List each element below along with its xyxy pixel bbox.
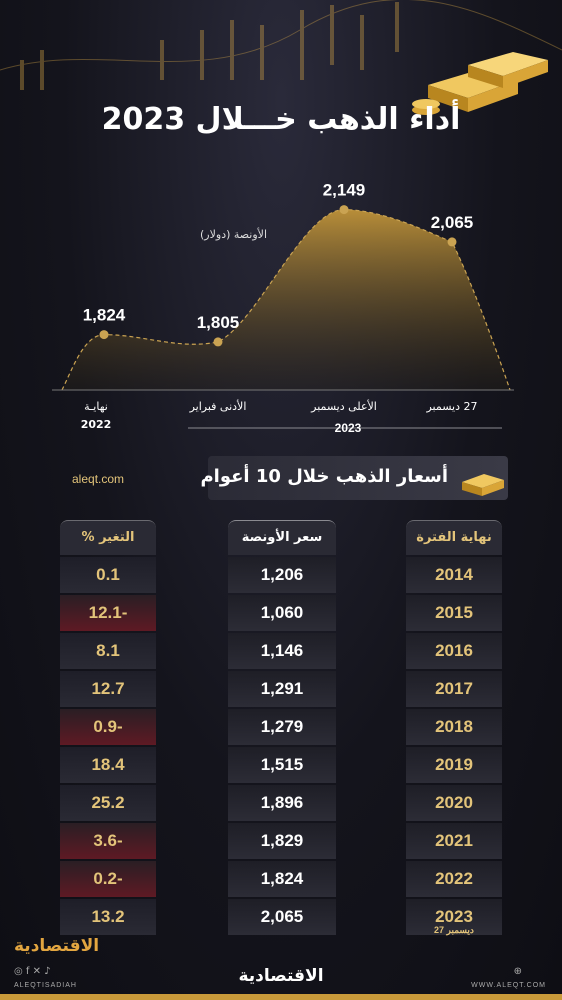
price-cell: 1,291 <box>228 671 336 707</box>
group-label: 2023 <box>335 421 362 435</box>
year-cell: 2018 <box>406 709 502 745</box>
year-column-header: نهاية الفترة <box>406 520 502 555</box>
x-tick-label: الأدنى فبراير <box>189 399 247 413</box>
price-cell: 1,829 <box>228 823 336 859</box>
data-point <box>339 205 349 215</box>
price-cell: 1,060 <box>228 595 336 631</box>
price-cell: 1,146 <box>228 633 336 669</box>
year-cell: 2015 <box>406 595 502 631</box>
page-title: أداء الذهب خـــلال 2023 <box>101 102 461 137</box>
year-cell: 2023 27 ديسمبر <box>406 899 502 935</box>
price-cell: 1,824 <box>228 861 336 897</box>
gold-bars-icon <box>462 474 504 496</box>
decorative-candlesticks <box>0 0 562 90</box>
bottom-strip <box>0 994 562 1000</box>
change-cell: 0.2- <box>60 861 156 897</box>
year-note: 27 ديسمبر <box>434 925 474 935</box>
y-axis-label: الأونصة (دولار) <box>200 227 267 241</box>
x-tick-label: 27 ديسمبر <box>425 400 477 413</box>
price-cell: 1,279 <box>228 709 336 745</box>
price-cell: 1,515 <box>228 747 336 783</box>
data-label: 2,149 <box>323 181 366 200</box>
brand-logo-center: الاقتصادية <box>238 966 324 986</box>
price-column-header: سعر الأونصة <box>228 520 336 555</box>
year-cell: 2019 <box>406 747 502 783</box>
web-icon: ⊕ <box>513 966 522 977</box>
gold-bars-illustration <box>412 52 548 115</box>
gold-area-chart: الأونصة (دولار) 1,824 نهايـة 2022 1,805 الأد… <box>52 181 514 435</box>
x-tick-label: الأعلى ديسمبر <box>310 399 377 413</box>
x-tick-label: 2022 <box>81 418 112 431</box>
price-cell: 2,065 <box>228 899 336 935</box>
year-cell: 2022 <box>406 861 502 897</box>
change-cell: 25.2 <box>60 785 156 821</box>
price-cell: 1,206 <box>228 557 336 593</box>
brand-logo-left: الاقتصادية <box>14 936 100 956</box>
x-tick-label: نهايـة <box>84 400 108 413</box>
year-cell: 2020 <box>406 785 502 821</box>
data-point <box>99 330 109 340</box>
price-cell: 1,896 <box>228 785 336 821</box>
source-label: aleqt.com <box>72 472 125 486</box>
change-cell: 12.7 <box>60 671 156 707</box>
change-cell: 18.4 <box>60 747 156 783</box>
change-cell: 13.2 <box>60 899 156 935</box>
year-cell: 2017 <box>406 671 502 707</box>
social-icons[interactable]: ◎ f ✕ ♪ <box>14 966 51 977</box>
table-title: أسعار الذهب خلال 10 أعوام <box>200 466 448 487</box>
website-link[interactable]: WWW.ALEQT.COM <box>471 982 546 989</box>
price-column: سعر الأونصة 1,206 1,060 1,146 1,291 1,279 1,5… <box>228 520 336 940</box>
social-handle: ALEQTISADIAH <box>14 982 77 989</box>
change-cell: 8.1 <box>60 633 156 669</box>
data-label: 2,065 <box>431 213 474 232</box>
table-title-box: أسعار الذهب خلال 10 أعوام <box>200 456 508 500</box>
data-label: 1,805 <box>197 313 240 332</box>
year-column: نهاية الفترة 2014 2015 2016 2017 2018 2019 202… <box>406 520 502 940</box>
data-point <box>213 337 223 347</box>
data-label: 1,824 <box>83 306 126 325</box>
change-cell: 0.9- <box>60 709 156 745</box>
year-cell: 2021 <box>406 823 502 859</box>
change-cell: 3.6- <box>60 823 156 859</box>
year-cell: 2014 <box>406 557 502 593</box>
change-column-header: التغير % <box>60 520 156 555</box>
change-column: التغير % 0.1 12.1- 8.1 12.7 0.9- 18.4 25.2 3.6-… <box>60 520 156 940</box>
data-point <box>447 237 457 247</box>
change-cell: 0.1 <box>60 557 156 593</box>
area-fill <box>62 209 510 390</box>
change-cell: 12.1- <box>60 595 156 631</box>
year-cell: 2016 <box>406 633 502 669</box>
